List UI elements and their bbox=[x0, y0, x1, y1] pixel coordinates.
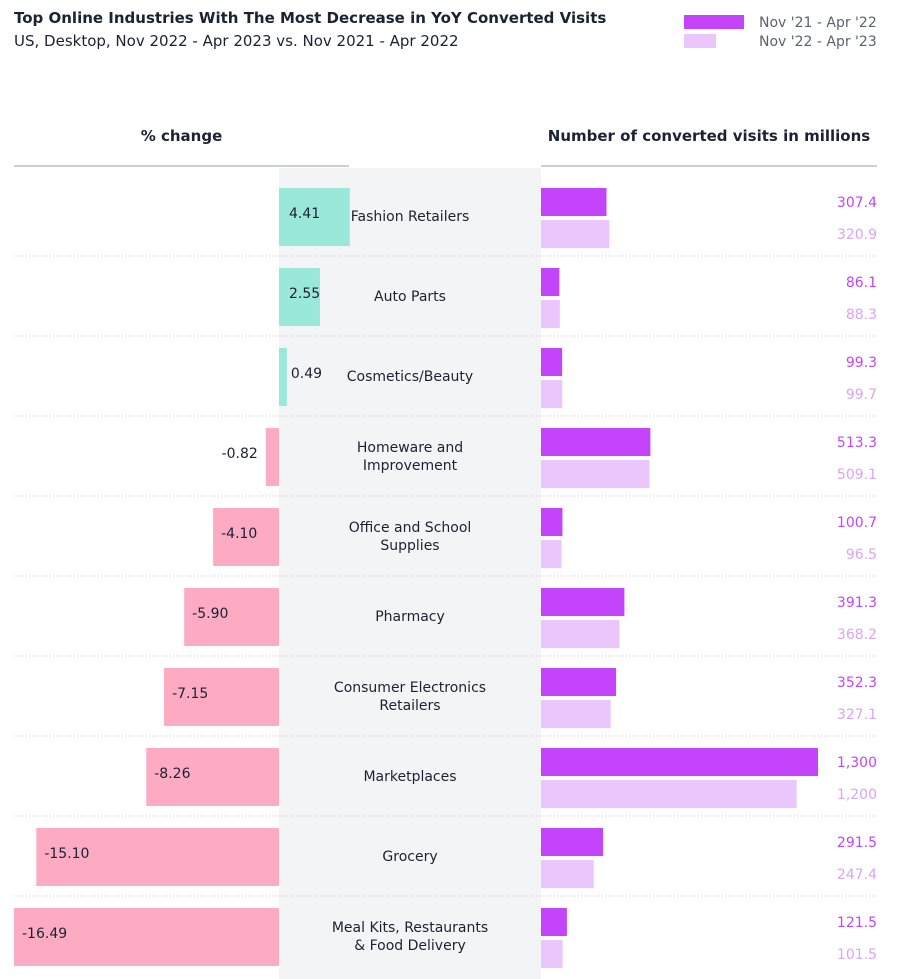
visits-bar bbox=[541, 668, 617, 696]
visits-bar bbox=[541, 460, 650, 488]
visits-bar bbox=[541, 300, 560, 328]
change-bar bbox=[164, 668, 279, 726]
visits-label: 513.3 bbox=[837, 435, 877, 451]
change-bar bbox=[14, 908, 279, 966]
visits-bar bbox=[541, 860, 594, 888]
visits-label: 320.9 bbox=[837, 227, 877, 243]
change-label: -15.10 bbox=[44, 846, 89, 862]
visits-bar bbox=[541, 828, 604, 856]
visits-bar bbox=[541, 748, 818, 776]
category-label: Meal Kits, Restaurants & Food Delivery bbox=[331, 920, 489, 954]
visits-label: 368.2 bbox=[837, 627, 877, 643]
legend-swatch bbox=[684, 34, 716, 48]
change-bar bbox=[146, 748, 279, 806]
category-label: Auto Parts bbox=[374, 289, 446, 305]
chart-title: Top Online Industries With The Most Decr… bbox=[14, 9, 607, 27]
legend-label: Nov '22 - Apr '23 bbox=[759, 34, 877, 50]
visits-label: 86.1 bbox=[846, 275, 877, 291]
change-label: -0.82 bbox=[222, 446, 258, 462]
category-label: Cosmetics/Beauty bbox=[346, 369, 474, 385]
visits-bar bbox=[541, 188, 607, 216]
change-label: 0.49 bbox=[291, 366, 322, 382]
visits-label: 352.3 bbox=[837, 675, 877, 691]
change-bar bbox=[213, 508, 279, 566]
change-label: 2.55 bbox=[289, 286, 320, 302]
visits-label: 247.4 bbox=[837, 867, 877, 883]
visits-bar bbox=[541, 620, 620, 648]
visits-bar bbox=[541, 428, 651, 456]
visits-label: 1,300 bbox=[837, 755, 877, 771]
visits-bar bbox=[541, 268, 560, 296]
change-label: -8.26 bbox=[154, 766, 190, 782]
category-label: Marketplaces bbox=[363, 769, 457, 785]
visits-bar bbox=[541, 220, 610, 248]
category-label: Homeware and Improvement bbox=[356, 440, 464, 474]
visits-label: 121.5 bbox=[837, 915, 877, 931]
axis-label: % change bbox=[140, 127, 223, 145]
visits-label: 1,200 bbox=[837, 787, 877, 803]
change-bar bbox=[279, 268, 320, 326]
visits-label: 307.4 bbox=[837, 195, 877, 211]
visits-bar bbox=[541, 540, 562, 568]
visits-label: 101.5 bbox=[837, 947, 877, 963]
category-label: Office and School Supplies bbox=[348, 520, 472, 554]
visits-bar bbox=[541, 908, 567, 936]
change-bar bbox=[279, 188, 350, 246]
category-label: Pharmacy bbox=[375, 609, 445, 625]
category-column bbox=[279, 168, 541, 979]
change-label: -16.49 bbox=[22, 926, 67, 942]
chart-subtitle: US, Desktop, Nov 2022 - Apr 2023 vs. Nov… bbox=[14, 32, 459, 50]
visits-bar bbox=[541, 588, 625, 616]
visits-label: 327.1 bbox=[837, 707, 877, 723]
change-label: -7.15 bbox=[172, 686, 208, 702]
change-label: -5.90 bbox=[192, 606, 228, 622]
visits-label: 100.7 bbox=[837, 515, 877, 531]
visits-label: 509.1 bbox=[837, 467, 877, 483]
visits-bar bbox=[541, 508, 563, 536]
change-label: -4.10 bbox=[221, 526, 257, 542]
change-bar bbox=[36, 828, 279, 886]
visits-bar bbox=[541, 348, 563, 376]
legend-swatch bbox=[684, 15, 744, 29]
visits-label: 99.7 bbox=[846, 387, 877, 403]
category-label: Fashion Retailers bbox=[350, 209, 470, 225]
visits-label: 291.5 bbox=[837, 835, 877, 851]
visits-label: 391.3 bbox=[837, 595, 877, 611]
visits-label: 88.3 bbox=[846, 307, 877, 323]
axis-label: Number of converted visits in millions bbox=[547, 127, 871, 145]
visits-bar bbox=[541, 700, 611, 728]
change-bar bbox=[184, 588, 279, 646]
change-bar bbox=[279, 348, 287, 406]
category-label: Consumer Electronics Retailers bbox=[333, 680, 487, 714]
change-label: 4.41 bbox=[289, 206, 320, 222]
visits-bar bbox=[541, 780, 797, 808]
visits-bar bbox=[541, 940, 563, 968]
visits-label: 99.3 bbox=[846, 355, 877, 371]
category-label: Grocery bbox=[382, 849, 438, 865]
legend-label: Nov '21 - Apr '22 bbox=[759, 15, 877, 31]
visits-label: 96.5 bbox=[846, 547, 877, 563]
change-bar bbox=[265, 428, 279, 486]
visits-bar bbox=[541, 380, 563, 408]
